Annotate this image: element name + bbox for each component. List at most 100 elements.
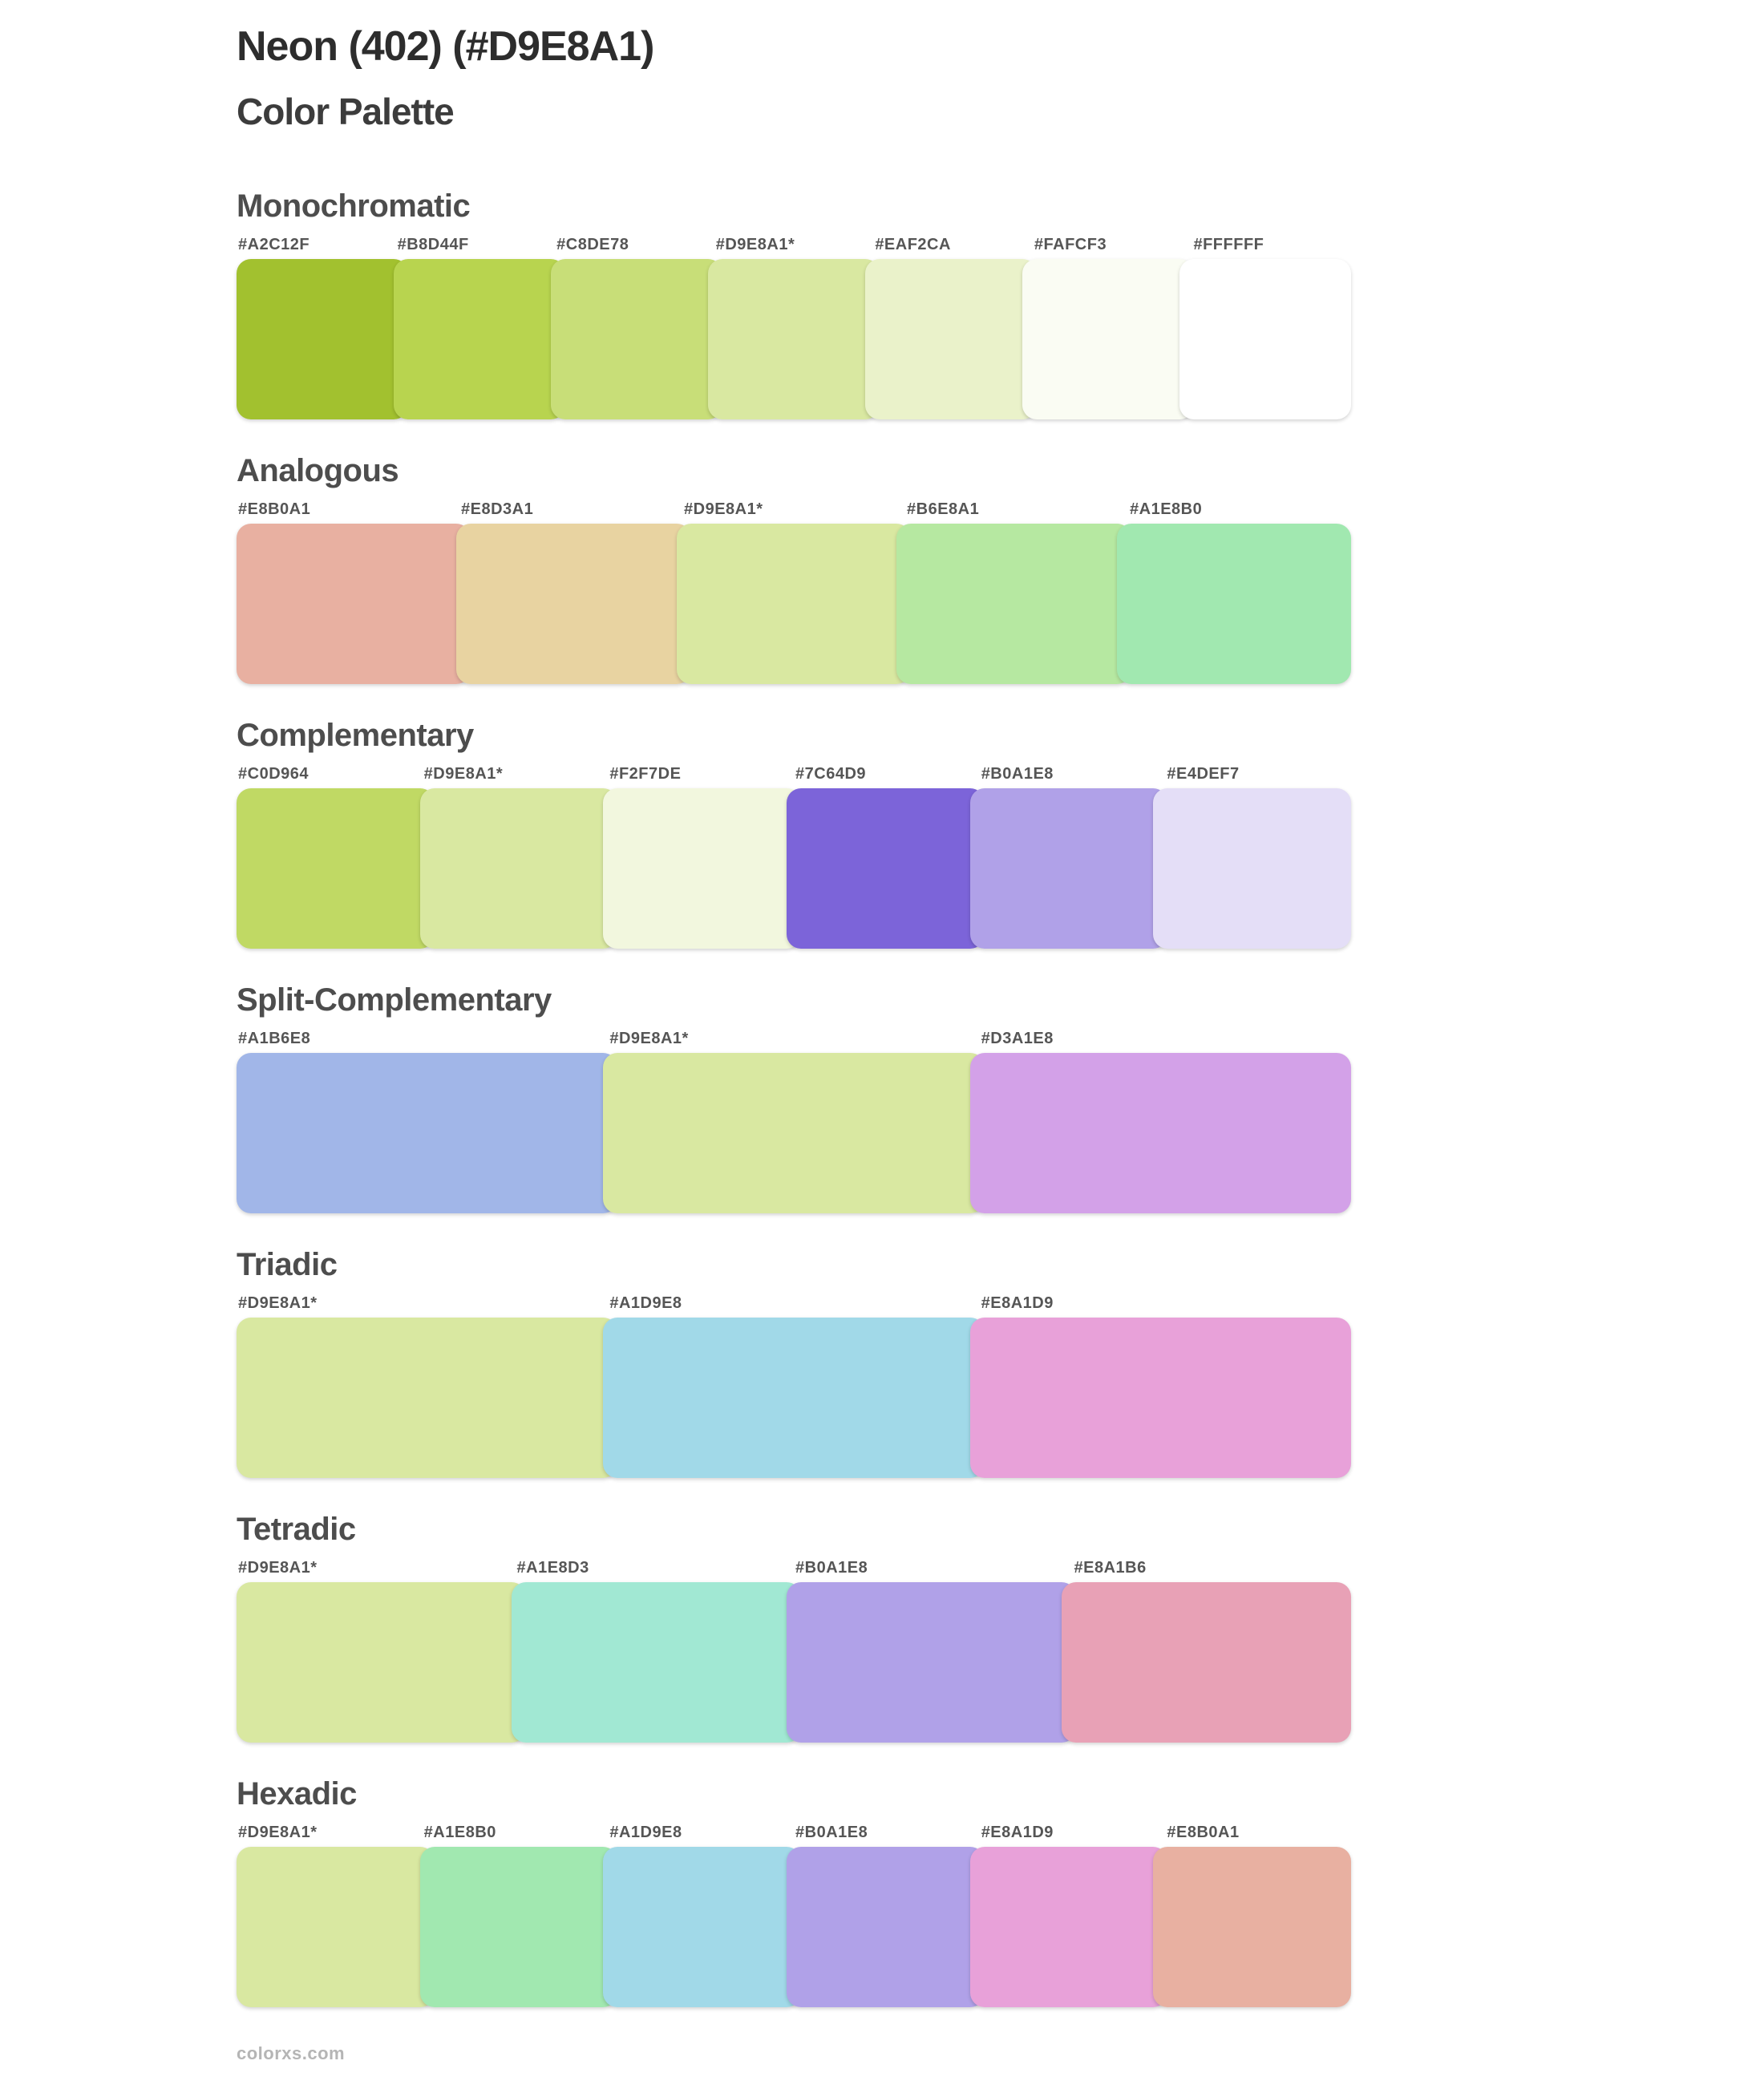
color-swatch[interactable] [1153, 1847, 1352, 2008]
section-title: Tetradic [237, 1512, 356, 1548]
palette-section: Complementary #C0D964 #D9E8A1* #F2F7DE #7C6… [237, 716, 1352, 949]
swatch-row [237, 788, 1352, 949]
site-watermark: colorxs.com [237, 2043, 346, 2063]
page-title: Neon (402) (#D9E8A1) [237, 23, 654, 70]
color-swatch[interactable] [419, 788, 618, 949]
color-swatch[interactable] [603, 788, 802, 949]
color-swatch[interactable] [787, 1582, 1076, 1743]
swatch-hex-label: #7C64D9 [795, 765, 867, 783]
color-swatch[interactable] [708, 259, 880, 420]
swatch-row [237, 1053, 1351, 1214]
palette-section: Analogous #E8B0A1 #E8D3A1 #D9E8A1* #B6E8A1 #… [237, 451, 1352, 685]
color-swatch[interactable] [237, 788, 435, 949]
section-title: Complementary [237, 718, 474, 754]
color-swatch[interactable] [394, 259, 565, 420]
page-subtitle: Color Palette [237, 91, 455, 133]
color-swatch[interactable] [896, 524, 1131, 685]
color-swatch[interactable] [603, 1053, 985, 1214]
swatch-hex-label: #EAF2CA [875, 236, 951, 254]
swatch-hex-label: #D9E8A1* [609, 1030, 689, 1048]
swatch-hex-label: #E8A1B6 [1074, 1559, 1147, 1577]
swatch-hex-label: #E8D3A1 [461, 500, 534, 519]
hex-label-row: #D9E8A1* #A1E8B0 #A1D9E8 #B0A1E8 #E8A1D9 #E8B… [237, 1823, 1351, 1842]
swatch-hex-label: #A1D9E8 [609, 1824, 682, 1842]
color-swatch[interactable] [237, 1847, 435, 2008]
palette-section: Tetradic #D9E8A1* #A1E8D3 #B0A1E8 #E8A1B6 [237, 1510, 1351, 1743]
swatch-hex-label: #C8DE78 [556, 236, 629, 254]
section-title: Monochromatic [237, 188, 471, 225]
hex-label-row: #C0D964 #D9E8A1* #F2F7DE #7C64D9 #B0A1E8 #E4D… [237, 764, 1351, 783]
color-swatch[interactable] [969, 1847, 1168, 2008]
swatch-row [237, 259, 1351, 420]
color-swatch[interactable] [969, 788, 1168, 949]
color-swatch[interactable] [603, 1847, 802, 2008]
hex-label-row: #D9E8A1* #A1E8D3 #B0A1E8 #E8A1B6 [237, 1558, 1351, 1577]
swatch-hex-label: #D9E8A1* [423, 765, 504, 783]
hex-label-row: #E8B0A1 #E8D3A1 #D9E8A1* #B6E8A1 #A1E8B0 [237, 500, 1351, 519]
page-content: Neon (402) (#D9E8A1) Color Palette Monoc… [237, 23, 1352, 2039]
swatch-hex-label: #D3A1E8 [981, 1030, 1054, 1048]
color-swatch[interactable] [237, 1053, 618, 1214]
color-swatch[interactable] [456, 524, 691, 685]
color-swatch[interactable] [676, 524, 912, 685]
swatch-hex-label: #B0A1E8 [795, 1824, 868, 1842]
swatch-hex-label: #D9E8A1* [715, 236, 795, 254]
swatch-row [237, 1582, 1351, 1743]
color-swatch[interactable] [512, 1582, 801, 1743]
swatch-hex-label: #B0A1E8 [981, 765, 1054, 783]
swatch-hex-label: #E8B0A1 [1167, 1824, 1240, 1842]
section-title: Triadic [237, 1247, 338, 1283]
swatch-hex-label: #D9E8A1* [684, 500, 763, 519]
color-swatch[interactable] [237, 259, 408, 420]
color-swatch[interactable] [969, 1053, 1351, 1214]
swatch-hex-label: #FFFFFF [1193, 236, 1264, 254]
hex-label-row: #A1B6E8 #D9E8A1* #D3A1E8 [237, 1029, 1351, 1048]
color-swatch[interactable] [551, 259, 722, 420]
color-swatch[interactable] [237, 1318, 618, 1479]
swatch-hex-label: #E4DEF7 [1167, 765, 1240, 783]
color-swatch[interactable] [969, 1318, 1351, 1479]
color-swatch[interactable] [1153, 788, 1352, 949]
swatch-hex-label: #A1E8B0 [423, 1824, 496, 1842]
swatch-row [237, 1847, 1352, 2008]
section-title: Analogous [237, 453, 399, 489]
swatch-hex-label: #F2F7DE [609, 765, 682, 783]
color-swatch[interactable] [237, 524, 471, 685]
swatch-hex-label: #B8D44F [397, 236, 469, 254]
swatch-hex-label: #A2C12F [238, 236, 310, 254]
swatch-hex-label: #E8A1D9 [981, 1294, 1054, 1313]
palette-section: Monochromatic #A2C12F #B8D44F #C8DE78 #D9E8… [237, 187, 1351, 420]
color-swatch[interactable] [1179, 259, 1351, 420]
swatch-hex-label: #B6E8A1 [907, 500, 980, 519]
color-swatch[interactable] [603, 1318, 985, 1479]
color-swatch[interactable] [787, 1847, 985, 2008]
color-swatch[interactable] [1062, 1582, 1351, 1743]
swatch-hex-label: #FAFCF3 [1034, 236, 1107, 254]
swatch-hex-label: #A1D9E8 [609, 1294, 682, 1313]
swatch-hex-label: #D9E8A1* [238, 1559, 318, 1577]
swatch-row [237, 1318, 1351, 1479]
swatch-hex-label: #E8A1D9 [981, 1824, 1054, 1842]
section-title: Hexadic [237, 1776, 357, 1812]
swatch-hex-label: #D9E8A1* [238, 1824, 318, 1842]
section-title: Split-Complementary [237, 982, 552, 1018]
color-swatch[interactable] [419, 1847, 618, 2008]
swatch-hex-label: #A1E8D3 [516, 1559, 589, 1577]
palette-section: Triadic #D9E8A1* #A1D9E8 #E8A1D9 [237, 1245, 1351, 1479]
color-swatch[interactable] [1022, 259, 1194, 420]
color-swatch[interactable] [865, 259, 1037, 420]
palette-sections: Monochromatic #A2C12F #B8D44F #C8DE78 #D9E8… [237, 187, 1352, 2008]
swatch-hex-label: #A1E8B0 [1130, 500, 1203, 519]
palette-section: Hexadic #D9E8A1* #A1E8B0 #A1D9E8 #B0A1E8 #E8… [237, 1775, 1352, 2008]
swatch-hex-label: #D9E8A1* [238, 1294, 318, 1313]
swatch-row [237, 524, 1352, 685]
hex-label-row: #D9E8A1* #A1D9E8 #E8A1D9 [237, 1294, 1351, 1313]
swatch-hex-label: #C0D964 [238, 765, 310, 783]
color-swatch[interactable] [787, 788, 985, 949]
swatch-hex-label: #E8B0A1 [238, 500, 311, 519]
color-swatch[interactable] [237, 1582, 526, 1743]
color-swatch[interactable] [1116, 524, 1352, 685]
swatch-hex-label: #A1B6E8 [238, 1030, 311, 1048]
swatch-hex-label: #B0A1E8 [795, 1559, 868, 1577]
